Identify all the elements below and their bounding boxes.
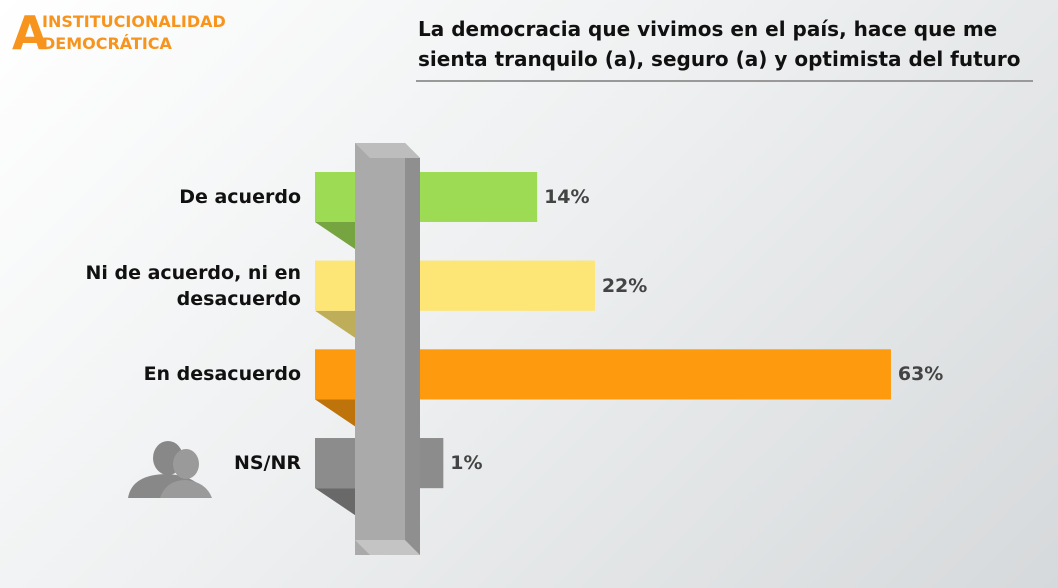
bar-left: [315, 438, 355, 489]
post-base: [355, 540, 420, 555]
bar-shadow: [315, 488, 355, 516]
category-label: De acuerdo: [179, 186, 301, 208]
logo-line2: DEMOCRÁTICA: [42, 34, 172, 53]
value-label: 1%: [450, 452, 483, 475]
value-label: 63%: [897, 363, 944, 386]
bar-front: [420, 172, 538, 222]
icon-head: [173, 449, 199, 479]
bar-left: [315, 172, 355, 222]
icon-body: [160, 480, 212, 498]
logo-line1: INSTITUCIONALIDAD: [42, 12, 226, 31]
post-top: [355, 143, 420, 158]
bar-front: [420, 349, 891, 400]
logo-letter: A: [12, 6, 48, 60]
bar-left: [315, 349, 355, 400]
bar-tails: [315, 172, 891, 489]
bar-shadow: [315, 310, 355, 338]
value-label: 14%: [544, 186, 590, 208]
category-label: Ni de acuerdo, ni en desacuerdo: [85, 261, 301, 310]
confused-icon: [128, 441, 212, 498]
category-label: NS/NR: [233, 452, 301, 475]
post-front: [355, 143, 405, 555]
bar-shadow: [315, 399, 355, 427]
value-label: 22%: [601, 274, 648, 297]
category-label: En desacuerdo: [143, 363, 301, 386]
bar-front: [420, 260, 595, 311]
bar-front: [420, 438, 444, 489]
post: [355, 143, 420, 555]
chart-title: La democracia que vivimos en el país, ha…: [418, 17, 1021, 71]
bar-shadow: [315, 222, 355, 249]
bar-left: [315, 260, 355, 311]
